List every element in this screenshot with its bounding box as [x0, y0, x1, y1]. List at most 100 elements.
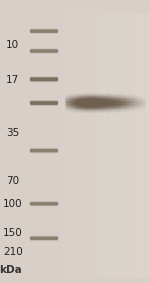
Bar — [74, 111, 75, 112]
Bar — [69, 101, 70, 102]
Bar — [138, 98, 140, 99]
Bar — [103, 94, 104, 95]
Bar — [86, 94, 87, 95]
Bar — [135, 107, 136, 108]
Bar — [121, 14, 124, 277]
Bar — [138, 102, 140, 103]
Bar — [144, 107, 146, 108]
Bar — [101, 99, 102, 100]
Bar — [120, 96, 121, 97]
Bar — [123, 110, 124, 111]
Bar — [97, 98, 98, 99]
Bar — [75, 103, 76, 104]
Bar — [74, 96, 75, 97]
Bar — [101, 101, 102, 102]
Bar — [77, 97, 78, 98]
Bar — [94, 97, 95, 98]
Bar — [144, 111, 146, 112]
Bar — [106, 106, 107, 107]
Bar — [76, 111, 77, 112]
Bar — [126, 110, 127, 111]
Bar — [106, 109, 107, 110]
Bar — [142, 106, 144, 107]
Bar — [108, 14, 111, 277]
Bar — [83, 94, 84, 95]
Bar — [92, 101, 93, 102]
Bar — [78, 98, 79, 99]
Bar — [99, 100, 100, 101]
Bar — [109, 111, 110, 112]
Bar — [77, 105, 78, 106]
Bar — [91, 14, 94, 277]
Bar — [135, 100, 136, 101]
Bar — [126, 111, 127, 112]
Bar — [136, 109, 137, 110]
Bar — [90, 98, 91, 99]
Bar — [88, 95, 89, 96]
Bar — [98, 98, 99, 99]
Bar — [110, 99, 111, 100]
Bar — [123, 93, 124, 94]
Bar — [83, 107, 84, 108]
Bar — [64, 103, 66, 104]
Bar — [92, 104, 93, 105]
Bar — [111, 99, 112, 100]
Bar — [46, 14, 49, 277]
Bar — [68, 95, 69, 96]
Bar — [126, 96, 127, 97]
Bar — [105, 97, 106, 98]
Bar — [127, 14, 130, 277]
Bar — [93, 111, 94, 112]
Bar — [77, 109, 78, 110]
Bar — [131, 103, 132, 104]
Bar — [114, 111, 115, 112]
Bar — [141, 95, 142, 96]
Bar — [131, 106, 132, 107]
Bar — [88, 109, 89, 110]
Bar — [120, 108, 121, 109]
Bar — [80, 107, 81, 108]
Bar — [108, 95, 109, 96]
Bar — [92, 97, 93, 98]
Bar — [95, 111, 96, 112]
Bar — [117, 95, 118, 96]
Bar — [104, 14, 108, 277]
Bar — [137, 102, 138, 103]
Bar — [112, 107, 113, 108]
Bar — [111, 106, 112, 107]
Bar — [81, 107, 82, 108]
Bar — [107, 97, 108, 98]
Bar — [80, 100, 81, 101]
Bar — [83, 103, 84, 104]
Bar — [78, 106, 79, 107]
Bar — [138, 111, 140, 112]
Bar — [137, 105, 138, 106]
Bar — [118, 97, 119, 98]
Bar — [112, 96, 113, 97]
Bar — [94, 105, 95, 106]
Bar — [101, 98, 102, 99]
Bar — [100, 93, 101, 94]
Bar — [128, 110, 129, 111]
Bar — [116, 107, 117, 108]
Bar — [70, 101, 71, 102]
Bar — [137, 109, 138, 110]
Bar — [109, 105, 110, 106]
Bar — [140, 105, 141, 106]
Bar — [91, 110, 92, 111]
Bar — [81, 105, 82, 106]
Bar — [142, 96, 144, 97]
Bar — [99, 93, 100, 94]
Bar — [118, 106, 119, 107]
Bar — [74, 101, 75, 102]
Bar — [113, 100, 114, 101]
Bar — [96, 95, 97, 96]
Bar — [95, 99, 96, 100]
Bar — [115, 101, 116, 102]
Bar — [82, 98, 83, 99]
Bar — [144, 95, 146, 96]
Bar — [109, 101, 110, 102]
Bar — [136, 98, 137, 99]
Bar — [118, 101, 119, 102]
Bar — [123, 96, 124, 97]
